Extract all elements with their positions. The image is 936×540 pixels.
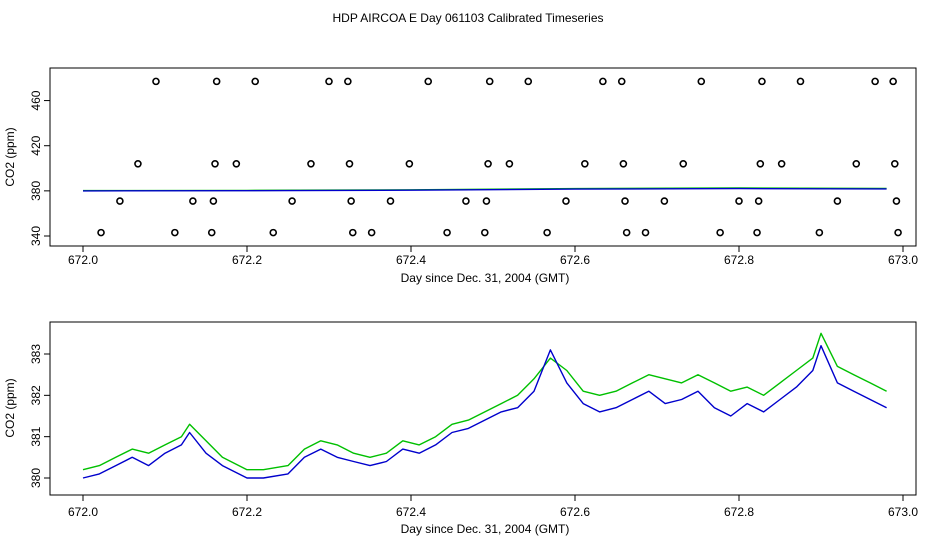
series-line-blue (82, 345, 887, 479)
top-series-lines (82, 187, 887, 192)
x-tick-label: 672.6 (560, 253, 590, 267)
data-point (753, 228, 761, 237)
data-point (211, 159, 219, 168)
y-tick-label: 460 (29, 90, 43, 110)
bottom-panel: 672.0 672.2 672.4 672.6 672.8 673.0 380 381 382 3… (3, 321, 918, 536)
data-point (679, 159, 688, 168)
data-point (209, 197, 218, 205)
data-point (207, 228, 216, 237)
x-tick-label: 672.0 (68, 505, 98, 519)
x-tick-label: 672.8 (724, 505, 754, 519)
data-point (641, 228, 650, 237)
top-x-axis-label: Day since Dec. 31, 2004 (GMT) (401, 271, 570, 285)
data-point (134, 159, 142, 168)
data-point (777, 159, 786, 168)
data-point (617, 77, 626, 86)
data-point (619, 159, 628, 168)
data-point (894, 228, 902, 237)
data-point (189, 197, 197, 205)
data-point (543, 228, 551, 237)
data-point (345, 159, 354, 168)
y-tick-label: 382 (29, 385, 43, 405)
data-point (889, 77, 897, 86)
data-point (815, 228, 824, 237)
data-point (716, 228, 724, 237)
data-point (232, 159, 241, 168)
data-point (212, 77, 221, 86)
data-point (424, 77, 433, 86)
data-point (462, 197, 470, 205)
data-point (621, 197, 629, 205)
bottom-axes: 672.0 672.2 672.4 672.6 672.8 673.0 380 381 382 3… (29, 344, 918, 519)
y-tick-label: 380 (29, 181, 43, 201)
data-point (599, 77, 607, 86)
data-point (251, 77, 259, 86)
data-point (581, 159, 589, 168)
data-point (116, 197, 124, 205)
bottom-series-lines (82, 332, 887, 479)
top-plot-frame (49, 67, 917, 247)
data-point (344, 77, 352, 86)
data-point (754, 197, 763, 205)
data-point (386, 197, 395, 205)
x-tick-label: 673.0 (888, 253, 918, 267)
data-point (405, 159, 414, 168)
x-tick-label: 672.2 (232, 253, 262, 267)
bottom-x-axis-label: Day since Dec. 31, 2004 (GMT) (401, 522, 570, 536)
data-point (505, 159, 514, 168)
data-point (524, 77, 533, 86)
data-point (97, 228, 105, 237)
data-point (485, 77, 494, 86)
x-tick-label: 673.0 (888, 505, 918, 519)
top-axes: 672.0 672.2 672.4 672.6 672.8 673.0 340 380 420 4… (29, 90, 918, 267)
data-point (482, 197, 491, 205)
top-y-axis-label: CO2 (ppm) (3, 127, 17, 186)
series-line-green (82, 332, 887, 471)
data-point (348, 228, 357, 237)
y-tick-label: 340 (29, 226, 43, 246)
data-point (480, 228, 489, 237)
data-point (892, 197, 901, 205)
data-point (484, 159, 492, 168)
y-tick-label: 381 (29, 426, 43, 446)
data-point (562, 197, 570, 205)
data-point (347, 197, 355, 205)
y-tick-label: 383 (29, 344, 43, 364)
data-point (325, 77, 333, 86)
bottom-plot-frame (49, 321, 917, 496)
x-tick-label: 672.0 (68, 253, 98, 267)
data-point (758, 77, 766, 86)
data-point (307, 159, 315, 168)
figure-title: HDP AIRCOA E Day 061103 Calibrated Times… (332, 11, 603, 25)
data-point (367, 228, 376, 237)
data-point (622, 228, 631, 237)
data-point (852, 159, 861, 168)
data-point (833, 197, 842, 205)
x-tick-label: 672.2 (232, 505, 262, 519)
data-point (152, 77, 160, 86)
data-point (796, 77, 805, 86)
data-point (660, 197, 669, 205)
top-points (97, 77, 902, 237)
data-point (871, 77, 879, 86)
data-point (443, 228, 451, 237)
data-point (890, 159, 899, 168)
x-tick-label: 672.4 (396, 505, 426, 519)
x-tick-label: 672.6 (560, 505, 590, 519)
series-line-blue (82, 187, 887, 192)
top-panel: 672.0 672.2 672.4 672.6 672.8 673.0 340 380 420 4… (3, 67, 918, 285)
data-point (171, 228, 179, 237)
data-point (288, 197, 296, 205)
data-point (756, 159, 765, 168)
x-tick-label: 672.4 (396, 253, 426, 267)
y-tick-label: 420 (29, 135, 43, 155)
y-tick-label: 380 (29, 468, 43, 488)
bottom-y-axis-label: CO2 (ppm) (3, 378, 17, 437)
data-point (697, 77, 706, 86)
data-point (269, 228, 278, 237)
x-tick-label: 672.8 (724, 253, 754, 267)
data-point (735, 197, 743, 205)
